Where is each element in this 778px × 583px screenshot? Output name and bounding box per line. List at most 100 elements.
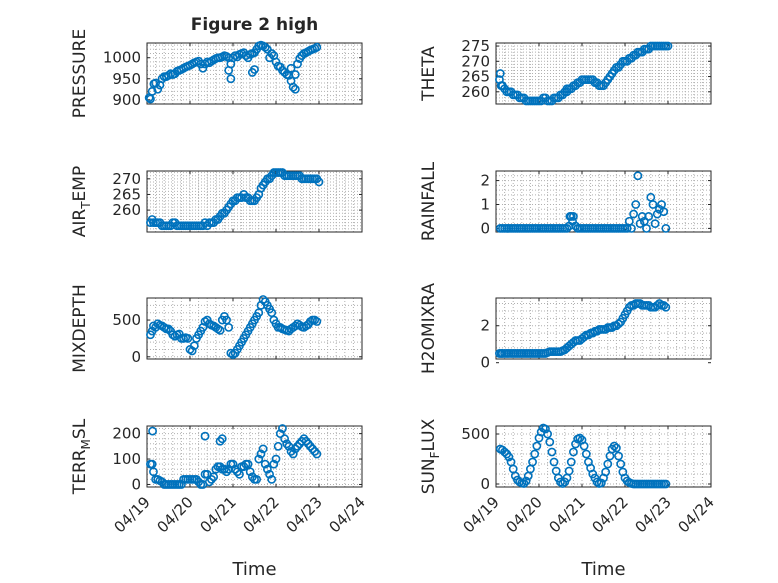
data-point — [547, 447, 557, 457]
data-point — [655, 204, 664, 214]
data-point — [614, 319, 623, 329]
axes-box — [146, 425, 363, 488]
data-point — [288, 82, 298, 92]
subplot-terr-msl: 0 100 200 04/19 04/20 04/21 04/22 04/23 04/24 TER… — [70, 418, 369, 580]
x-axis-label: Time — [580, 559, 625, 580]
data-point — [603, 459, 613, 469]
data-point — [288, 449, 298, 459]
data-point — [271, 454, 281, 464]
data-point — [566, 457, 576, 467]
axes-box — [146, 42, 363, 105]
y-tick-label: 500 — [461, 425, 490, 443]
y-axis-label: MIXDEPTH — [70, 284, 90, 373]
x-tick-label: 04/19 — [111, 493, 154, 536]
data-point — [252, 474, 262, 484]
data-point — [286, 63, 296, 73]
data-point — [545, 437, 555, 447]
axes-box — [495, 42, 712, 105]
x-tick-label: 04/21 — [197, 493, 240, 536]
data-point — [290, 84, 300, 94]
data-point — [157, 74, 167, 84]
x-tick-label: 04/22 — [240, 493, 283, 536]
y-tick-label: 0 — [480, 219, 490, 237]
data-point — [217, 434, 227, 444]
data-point — [235, 469, 244, 479]
subplot-h2omixra: 0 2 H2OMIXRA — [419, 283, 712, 374]
data-point — [521, 476, 531, 486]
data-point — [629, 209, 638, 219]
data-point — [644, 212, 654, 221]
data-point — [504, 452, 514, 462]
data-point — [549, 457, 559, 467]
x-tick-label: 04/24 — [326, 493, 369, 536]
data-point — [260, 459, 270, 469]
y-tick-label: 1000 — [103, 49, 141, 67]
subplot-sun-flux: 0 500 04/19 04/20 04/21 04/22 04/23 04/24 SUNFLU… — [419, 418, 718, 580]
x-tick-label: 04/20 — [503, 493, 546, 536]
y-tick-label: 0 — [480, 475, 490, 493]
data-point — [250, 65, 259, 74]
axes-box — [495, 297, 712, 360]
data-point — [633, 171, 643, 181]
data-point — [579, 441, 589, 451]
data-point — [607, 323, 617, 332]
data-point — [258, 444, 268, 454]
data-point — [569, 212, 578, 221]
y-tick-label: 265 — [112, 185, 141, 203]
data-point — [267, 474, 277, 484]
data-point — [659, 300, 669, 310]
data-point — [532, 441, 542, 451]
data-point — [183, 334, 193, 343]
data-point — [245, 467, 255, 477]
subplot-pressure: 900 950 1000 PRESSURE Figure 2 high — [70, 15, 363, 118]
data-point — [500, 447, 509, 457]
data-point — [198, 63, 208, 73]
y-tick-label: 275 — [461, 37, 490, 55]
y-axis-label: SUNFLUX — [419, 418, 442, 494]
data-point — [243, 459, 253, 469]
y-axis-label: AIRTEMP — [70, 166, 93, 237]
data-point — [148, 426, 157, 436]
x-tick-label: 04/19 — [460, 493, 503, 536]
y-tick-label: 100 — [112, 450, 141, 468]
data-point — [648, 200, 658, 209]
y-tick-label: 265 — [461, 68, 490, 86]
y-axis-label: PRESSURE — [70, 29, 90, 118]
data-point — [258, 295, 268, 304]
data-point — [265, 469, 274, 479]
data-point — [562, 84, 572, 94]
data-point — [614, 451, 623, 461]
data-point — [646, 192, 656, 202]
data-point — [269, 459, 279, 469]
data-point — [661, 479, 671, 489]
y-tick-label: 0 — [480, 354, 490, 372]
y-tick-label: 0 — [131, 475, 141, 493]
data-point — [293, 59, 302, 69]
data-point — [273, 441, 283, 451]
y-tick-label: 950 — [112, 70, 141, 88]
data-point — [579, 332, 589, 342]
data-point — [601, 467, 611, 477]
data-point — [228, 53, 238, 63]
data-point — [314, 177, 324, 187]
data-point — [495, 69, 505, 78]
y-tick-label: 900 — [112, 91, 141, 109]
x-axis-label: Time — [231, 559, 276, 580]
data-point — [312, 42, 322, 52]
chart-title: Figure 2 high — [191, 15, 319, 35]
data-point — [262, 464, 272, 474]
y-tick-label: 200 — [112, 425, 141, 443]
x-tick-label: 04/23 — [283, 493, 326, 536]
data-point — [187, 346, 197, 356]
y-axis-label: H2OMIXRA — [419, 283, 439, 374]
x-tick-label: 04/21 — [546, 493, 589, 536]
data-point — [564, 466, 574, 476]
y-tick-label: 500 — [112, 311, 141, 329]
data-point — [655, 299, 664, 308]
data-point — [659, 207, 669, 217]
y-axis-label: RAINFALL — [419, 161, 439, 241]
y-tick-label: 270 — [461, 52, 490, 70]
data-point — [581, 449, 591, 459]
